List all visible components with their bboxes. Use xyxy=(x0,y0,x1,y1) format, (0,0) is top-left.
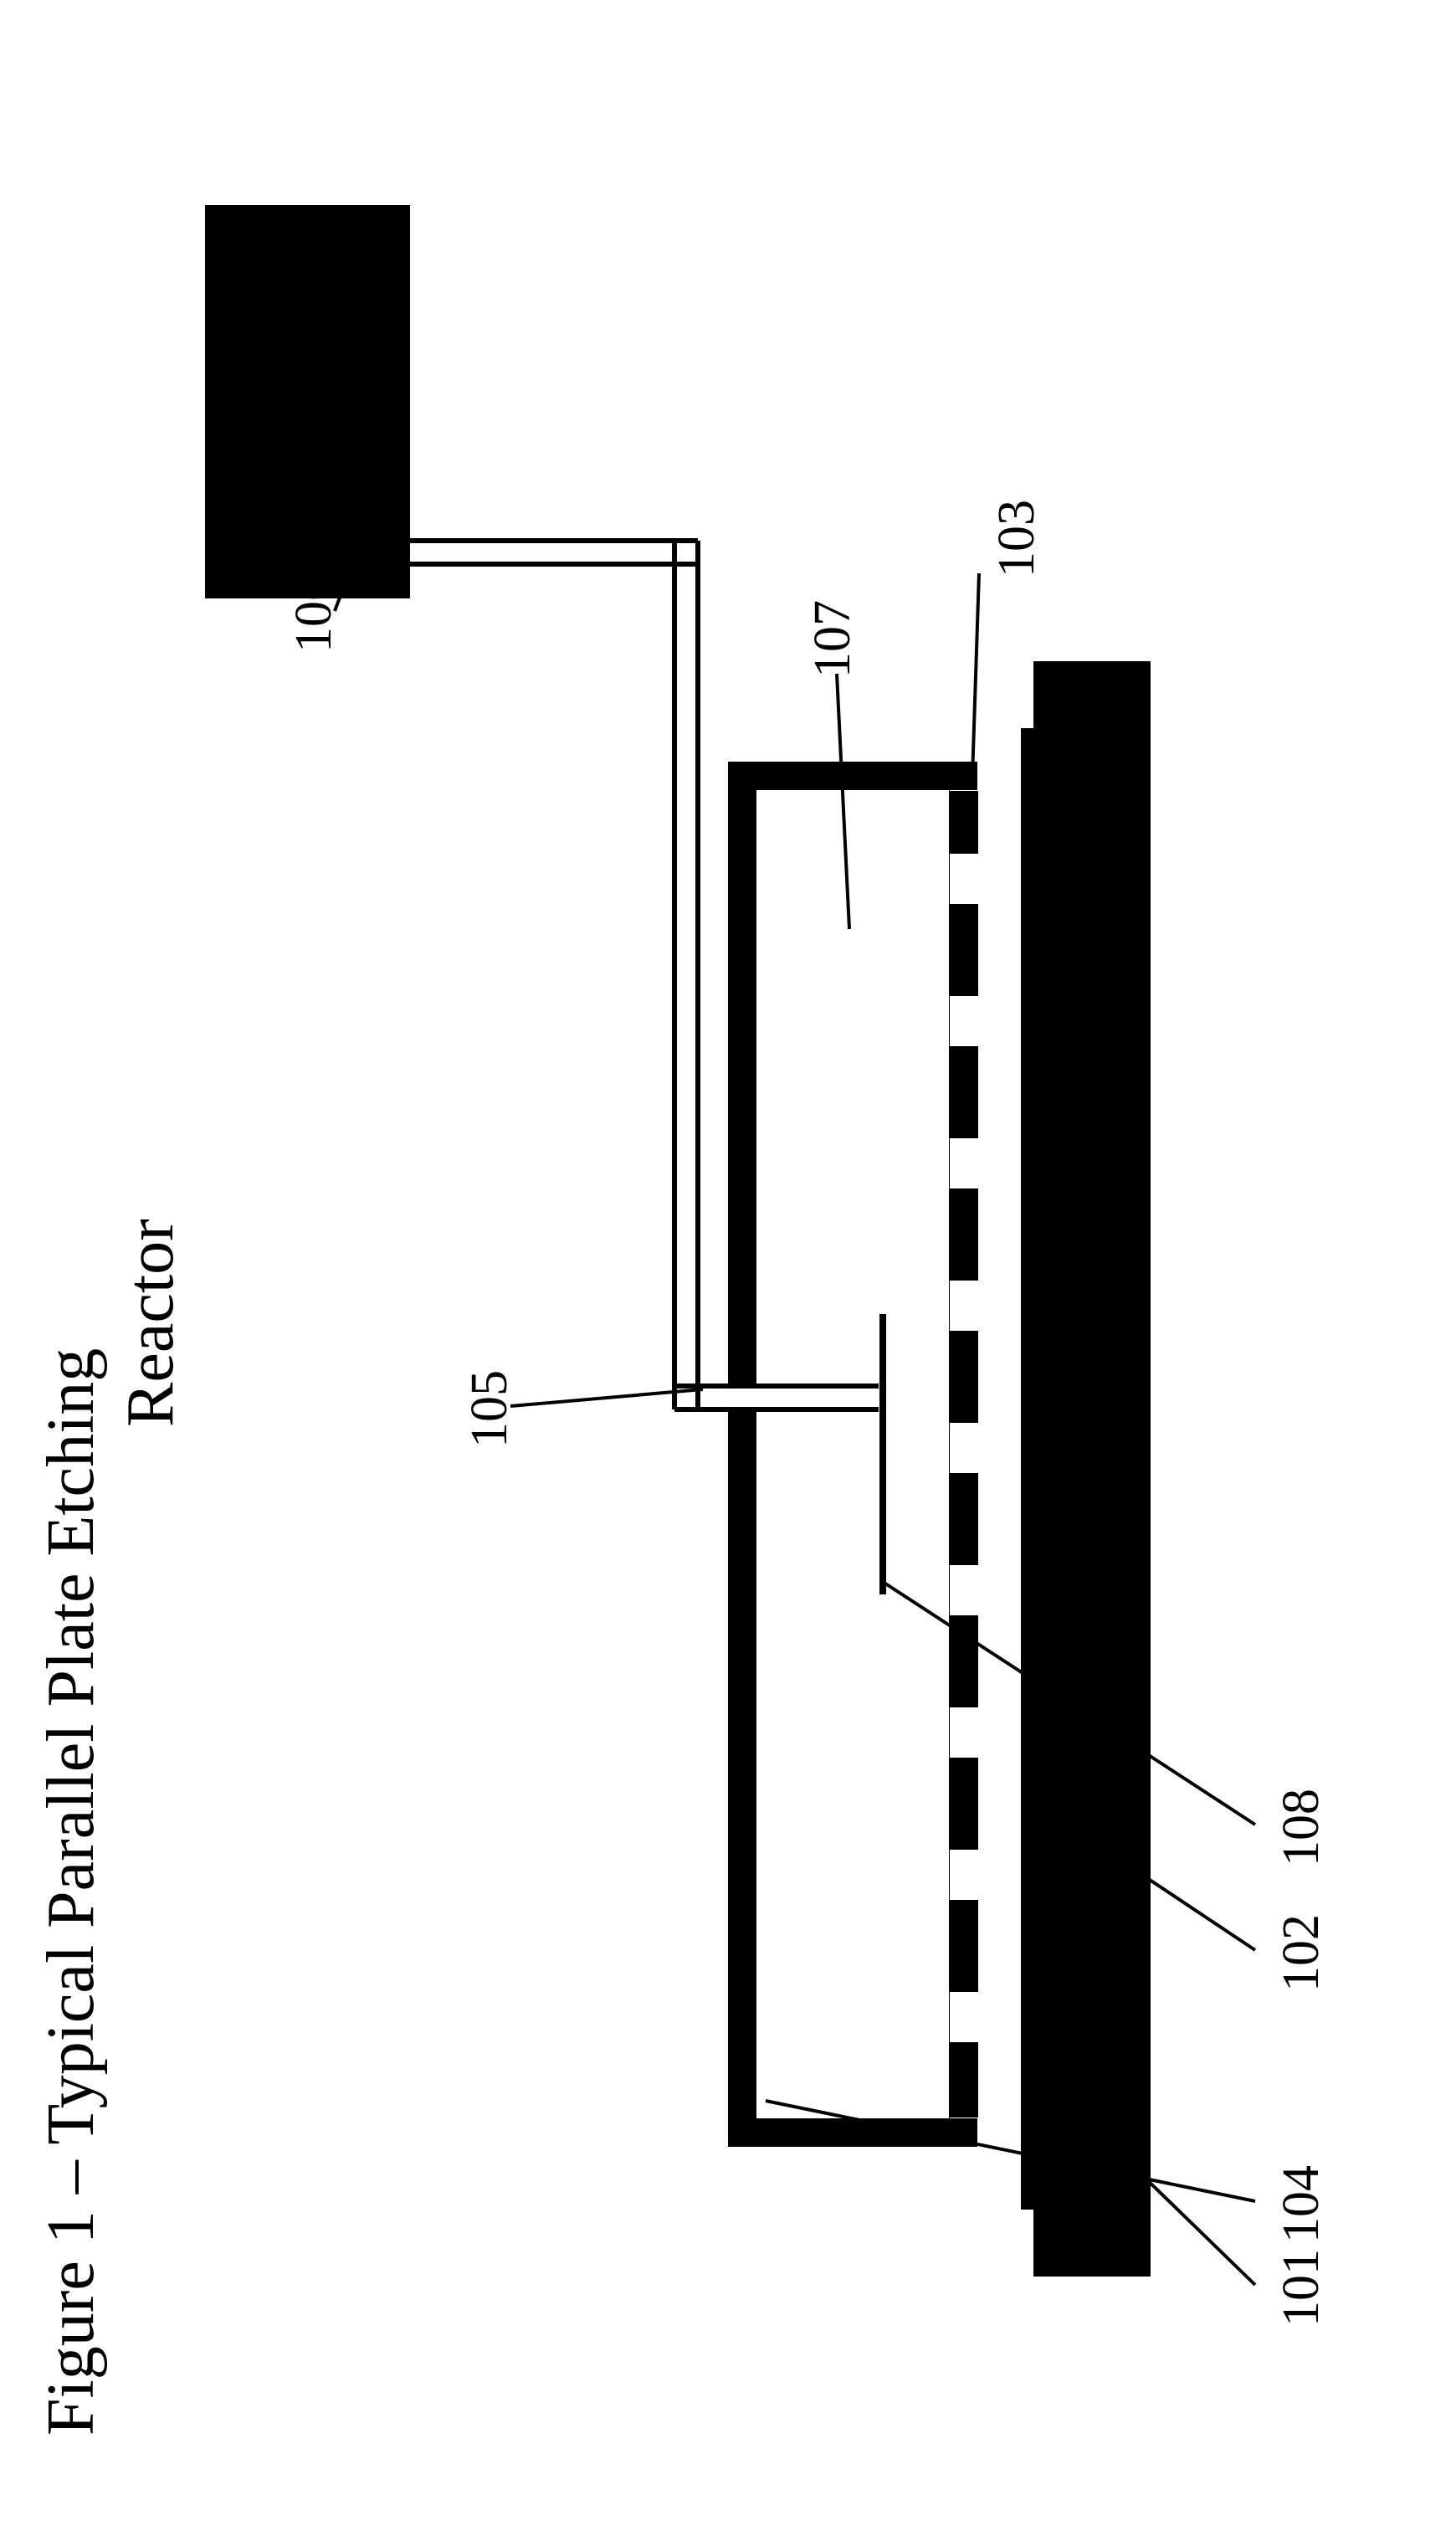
baffle-segment-1 xyxy=(950,1900,978,1992)
baffle-segment-5 xyxy=(950,1331,978,1423)
baffle-segment-9 xyxy=(950,791,978,854)
label-105: 105 xyxy=(460,1370,520,1448)
label-101: 101 xyxy=(1272,2249,1331,2327)
power-box xyxy=(205,205,410,598)
elbow-patch-2 xyxy=(679,546,693,559)
lower-plate xyxy=(1033,661,1151,2277)
label-102: 102 xyxy=(1272,1914,1331,1992)
elbow-patch-1 xyxy=(679,1391,693,1404)
baffle-segment-8 xyxy=(950,904,978,996)
leader-7 xyxy=(972,573,979,778)
label-103: 103 xyxy=(987,500,1047,578)
label-104: 104 xyxy=(1272,2165,1331,2243)
figure-stage: Figure 1 – Typical Parallel Plate Etchin… xyxy=(0,0,1456,2536)
baffle-segment-6 xyxy=(950,1188,978,1281)
upper-assembly-cavity xyxy=(756,790,949,2118)
label-106: 106 xyxy=(285,575,344,653)
label-108: 108 xyxy=(1272,1789,1331,1866)
baffle-segment-0 xyxy=(950,2042,978,2118)
leader-2 xyxy=(766,2101,1255,2201)
baffle-segment-4 xyxy=(950,1473,978,1565)
baffle-segment-7 xyxy=(950,1046,978,1138)
diagram-svg xyxy=(0,0,1456,2536)
feed-top-opening xyxy=(728,1386,756,1409)
label-107: 107 xyxy=(803,600,863,678)
baffle-segment-2 xyxy=(950,1758,978,1850)
wafer xyxy=(1021,728,1034,2210)
